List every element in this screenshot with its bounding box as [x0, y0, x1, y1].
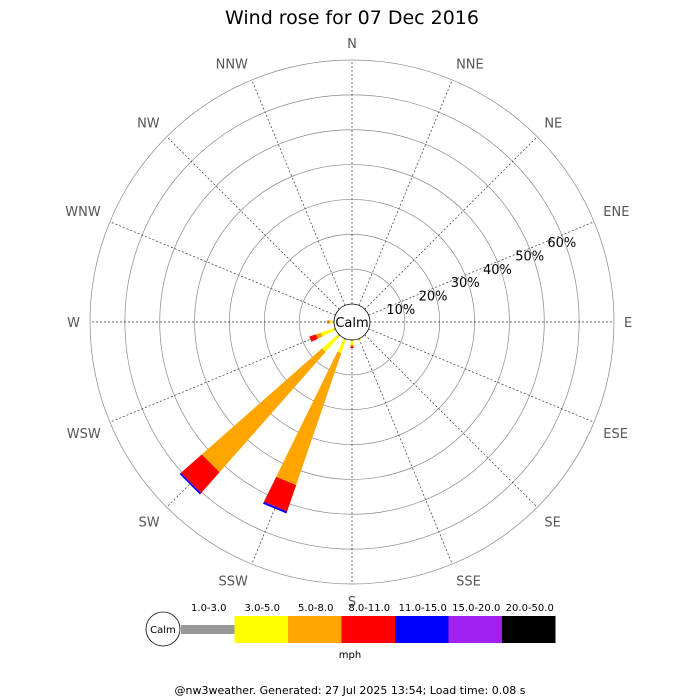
wind-bar-segment [327, 320, 329, 324]
legend-label: 20.0-50.0 [506, 603, 554, 614]
legend: Calm 1.0-3.0 3.0-5.0 5.0-8.0 8.0-11.0 11.0-1… [145, 603, 556, 661]
wind-bar-segment [276, 351, 342, 486]
wind-bars [179, 320, 362, 514]
footer-text: @nw3weather. Generated: 27 Jul 2025 13:5… [175, 684, 526, 697]
legend-label: 1.0-3.0 [191, 603, 226, 614]
wind-bar-segment [309, 334, 318, 342]
radial-tick-label: 50% [515, 249, 544, 264]
grid-spoke [166, 136, 340, 310]
direction-label: ENE [603, 205, 629, 220]
wind-bar-segment [201, 348, 326, 473]
wind-bar-segment [315, 332, 323, 339]
grid-spoke [364, 334, 538, 508]
radial-tick-label: 60% [547, 236, 576, 251]
wind-bar-segment [350, 344, 354, 347]
direction-label: N [347, 37, 357, 52]
radial-tick-label: 40% [483, 263, 512, 278]
direction-label: SSW [219, 574, 249, 589]
wind-bar-segment [328, 320, 331, 324]
direction-label: NE [544, 117, 562, 132]
direction-label: NNE [456, 58, 484, 73]
legend-items: 1.0-3.0 3.0-5.0 5.0-8.0 8.0-11.0 11.0-15.0 15… [181, 603, 556, 643]
legend-label: 8.0-11.0 [348, 603, 390, 614]
legend-calm-circle [145, 611, 181, 647]
legend-calm-label: Calm [150, 625, 176, 636]
legend-swatch [395, 616, 449, 643]
direction-label: NW [137, 117, 160, 132]
legend-swatch [288, 616, 342, 643]
grid-ring [298, 268, 406, 376]
direction-labels: N NNE NE ENE E ESE SE SSE S SSW SW WSW W WNW NW NNW [65, 37, 632, 610]
grid-ring [194, 164, 510, 480]
grid-ring [159, 129, 545, 515]
wind-bar-segment [350, 341, 354, 345]
wind-bar-segment [358, 339, 362, 342]
grid-spoke [109, 221, 336, 316]
legend-label: 5.0-8.0 [298, 603, 333, 614]
direction-label: WSW [67, 427, 101, 442]
grid-spoke [358, 338, 453, 565]
radial-tick-label: 10% [386, 303, 415, 318]
wind-bar-segment [262, 501, 288, 514]
legend-swatch [448, 616, 502, 643]
wind-bar-segment [337, 333, 341, 337]
legend-label: 11.0-15.0 [399, 603, 447, 614]
direction-label: SSE [456, 574, 481, 589]
direction-label: W [67, 316, 80, 331]
wind-bar-segment [322, 334, 340, 352]
direction-label: NNW [216, 58, 248, 73]
direction-label: E [624, 316, 632, 331]
wind-bar-segment [350, 346, 354, 348]
legend-label: 3.0-5.0 [245, 603, 280, 614]
grid-spoke [368, 328, 595, 423]
wind-bar-segment [179, 472, 202, 495]
radial-tick-labels: 10% 20%30%40%50%60% [386, 236, 576, 318]
grid-ring [89, 59, 615, 585]
direction-label: WNW [65, 205, 101, 220]
wind-bar-segment [330, 320, 333, 324]
grid-spoke [109, 328, 336, 423]
grid-spoke [364, 136, 538, 310]
direction-label: ESE [603, 427, 628, 442]
legend-label: 15.0-20.0 [452, 603, 500, 614]
direction-label: SE [544, 515, 560, 530]
legend-unit: mph [339, 650, 361, 661]
chart-title: Wind rose for 07 Dec 2016 [225, 7, 479, 29]
direction-label: S [348, 595, 356, 610]
wind-bar-segment [180, 454, 220, 494]
legend-swatch [341, 616, 395, 643]
calm-circle [333, 303, 371, 341]
calm-label: Calm [335, 316, 368, 331]
grid-spoke [368, 221, 595, 316]
grid-spoke [251, 79, 346, 306]
legend-swatch [181, 625, 235, 634]
wind-bar-segment [263, 476, 297, 512]
legend-swatch [502, 616, 556, 643]
radial-tick-label: 30% [451, 276, 480, 291]
wind-bar-segment [320, 328, 335, 337]
radial-tick-label: 20% [419, 289, 448, 304]
grid-spoke [358, 79, 453, 306]
legend-swatch [234, 616, 288, 643]
direction-label: SW [139, 515, 160, 530]
wind-bar-segment [337, 339, 346, 354]
